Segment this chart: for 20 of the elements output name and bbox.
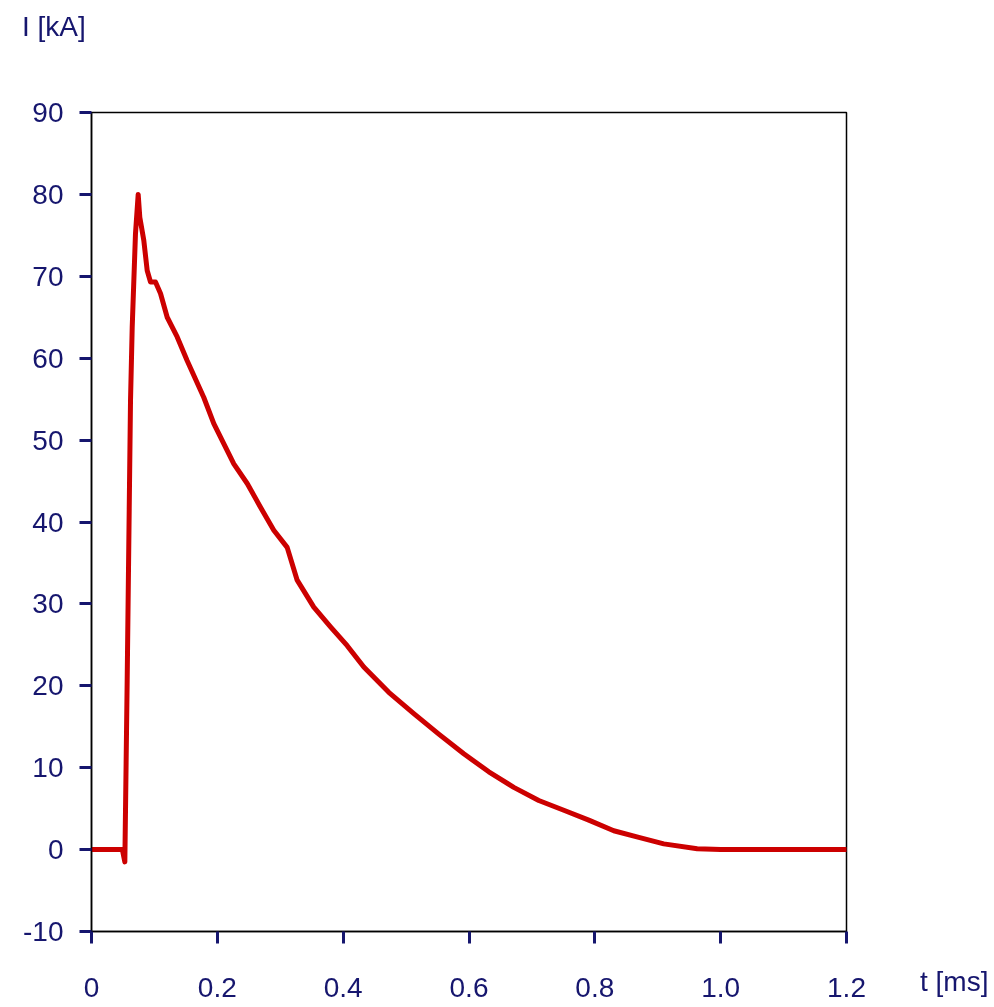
x-tick-label: 1.0	[701, 971, 741, 1003]
y-tick-label: 40	[32, 506, 64, 538]
x-tick-label: 0	[83, 971, 100, 1003]
y-tick-label: 60	[32, 342, 64, 374]
y-axis-title: I [kA]	[22, 10, 86, 44]
y-tick-label: 80	[32, 178, 64, 210]
y-tick-label: 30	[32, 588, 64, 620]
y-tick-label: 50	[32, 424, 64, 456]
y-tick-label: 70	[32, 260, 64, 292]
y-tick-label: 90	[32, 97, 64, 128]
y-tick-label: -10	[23, 916, 64, 947]
x-tick-label: 0.6	[449, 971, 489, 1003]
y-tick-label: 20	[32, 670, 64, 702]
x-tick-label: 0.8	[575, 971, 615, 1003]
x-tick-label: 0.4	[323, 971, 363, 1003]
x-tick-label: 0.2	[197, 971, 237, 1003]
y-tick-label: 0	[47, 834, 64, 866]
x-tick-label: 1.2	[827, 971, 866, 1003]
x-axis-title: t [ms]	[920, 965, 989, 999]
y-tick-label: 10	[32, 752, 64, 784]
